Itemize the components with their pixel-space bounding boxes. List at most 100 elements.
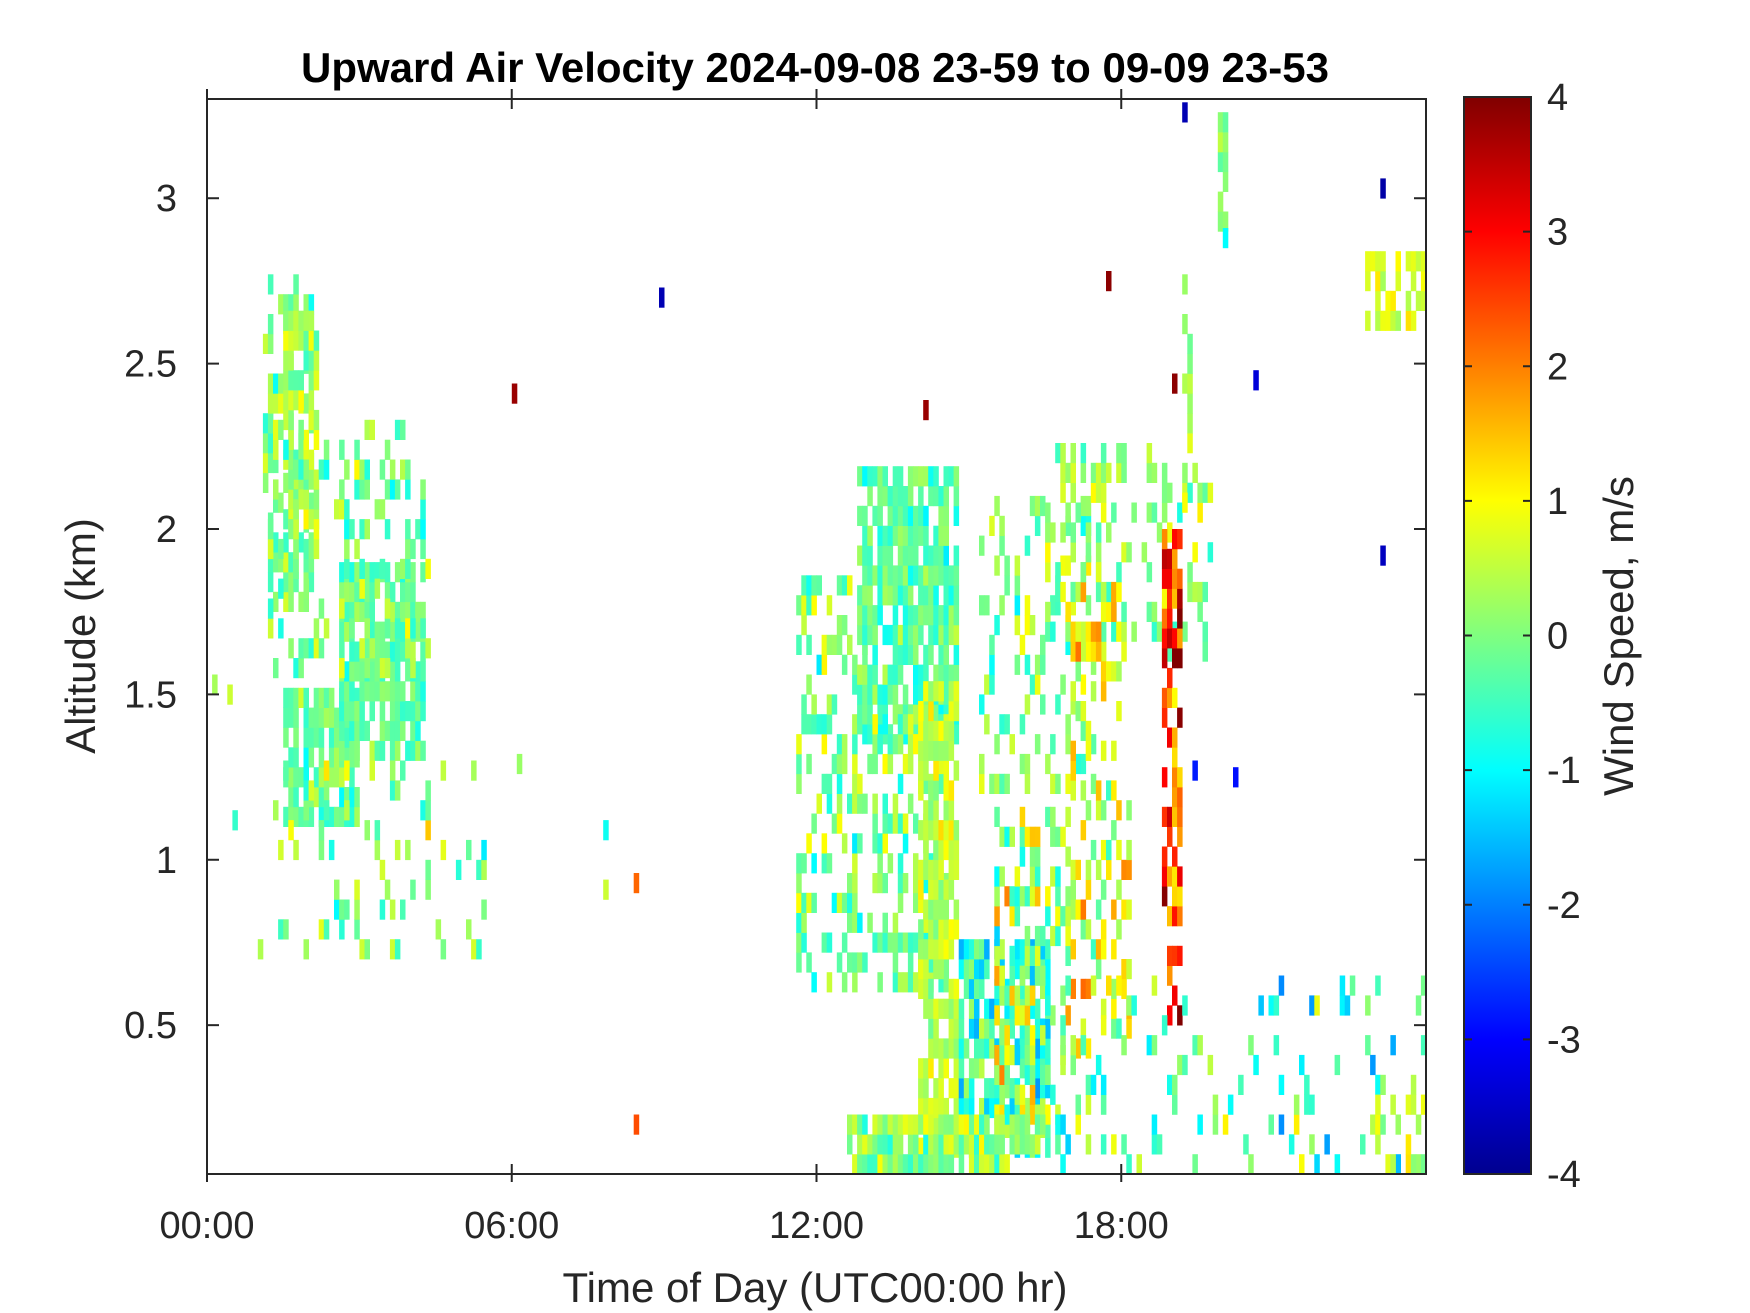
heatmap-cell	[923, 585, 929, 606]
heatmap-cell	[293, 707, 299, 728]
heatmap-cell	[420, 641, 426, 662]
heatmap-cell	[1070, 641, 1076, 662]
heatmap-cell	[364, 681, 370, 702]
heatmap-cell	[1172, 985, 1178, 1006]
heatmap-cell	[1111, 621, 1117, 642]
heatmap-cell	[902, 684, 909, 705]
heatmap-cell	[1100, 443, 1107, 464]
heatmap-cell	[1024, 1134, 1031, 1155]
heatmap-cell	[933, 800, 939, 821]
heatmap-cell	[1126, 995, 1132, 1016]
heatmap-cell	[1060, 1035, 1066, 1056]
heatmap-cell	[1055, 581, 1061, 603]
heatmap-cell	[1095, 859, 1102, 880]
heatmap-cell	[943, 545, 949, 566]
heatmap-cell	[1197, 502, 1203, 523]
heatmap-cell	[1034, 846, 1041, 867]
heatmap-point	[511, 383, 518, 404]
heatmap-cell	[1177, 608, 1183, 629]
heatmap-cell	[1273, 995, 1280, 1016]
heatmap-cell	[359, 578, 365, 599]
heatmap-cell	[968, 1078, 975, 1099]
heatmap-cell	[334, 879, 340, 900]
heatmap-cell	[877, 833, 883, 854]
heatmap-cell	[1177, 707, 1183, 728]
heatmap-cell	[1172, 648, 1178, 669]
heatmap-cell	[293, 839, 299, 861]
heatmap-cell	[273, 452, 279, 474]
heatmap-cell	[877, 545, 883, 566]
heatmap-cell	[288, 310, 294, 331]
heatmap-cell	[979, 1114, 985, 1135]
heatmap-cell	[1207, 1054, 1214, 1076]
heatmap-cell	[984, 595, 990, 616]
heatmap-cell	[1161, 866, 1168, 887]
heatmap-cell	[882, 833, 888, 854]
heatmap-cell	[933, 919, 939, 940]
heatmap-cell	[410, 658, 416, 679]
y-tick-label: 1.5	[124, 674, 177, 716]
heatmap-cell	[1116, 562, 1122, 583]
heatmap-cell	[1009, 906, 1015, 927]
heatmap-point	[212, 674, 218, 695]
heatmap-cell	[1070, 780, 1076, 801]
heatmap-cell	[892, 704, 899, 725]
heatmap-cell	[410, 641, 416, 662]
heatmap-cell	[1009, 998, 1015, 1019]
heatmap-cell	[1085, 740, 1092, 761]
heatmap-cell	[1045, 1104, 1051, 1125]
heatmap-cell	[389, 601, 396, 622]
heatmap-cell	[974, 998, 980, 1019]
heatmap-cell	[1050, 773, 1056, 794]
heatmap-cell	[811, 892, 817, 913]
heatmap-cell	[369, 638, 375, 659]
heatmap-cell	[999, 1025, 1005, 1046]
heatmap-cell	[974, 939, 980, 960]
heatmap-cell	[1116, 1018, 1122, 1039]
heatmap-cell	[913, 932, 919, 953]
heatmap-cell	[1050, 826, 1056, 847]
heatmap-cell	[369, 562, 375, 583]
heatmap-cell	[887, 1154, 894, 1175]
heatmap-cell	[405, 701, 411, 722]
heatmap-cell	[923, 605, 929, 626]
heatmap-cell	[1004, 886, 1010, 907]
heatmap-cell	[999, 535, 1005, 556]
heatmap-cell	[308, 806, 315, 827]
heatmap-cell	[948, 780, 955, 801]
heatmap-cell	[877, 684, 883, 705]
heatmap-cell	[1177, 568, 1183, 589]
heatmap-cell	[1095, 581, 1102, 603]
heatmap-cell	[369, 760, 375, 781]
heatmap-cell	[455, 859, 462, 880]
heatmap-cell	[308, 747, 315, 768]
heatmap-cell	[938, 753, 944, 775]
heatmap-cell	[902, 833, 909, 854]
heatmap-cell	[1390, 290, 1396, 311]
heatmap-cell	[1009, 734, 1015, 755]
heatmap-cell	[1126, 859, 1132, 880]
heatmap-cell	[1100, 462, 1107, 483]
heatmap-cell	[1050, 621, 1056, 642]
heatmap-cell	[283, 330, 289, 351]
heatmap-cell	[984, 714, 990, 735]
heatmap-cell	[989, 773, 995, 794]
heatmap-cell	[902, 932, 909, 953]
heatmap-cell	[963, 978, 970, 999]
heatmap-cell	[283, 409, 289, 431]
heatmap-cell	[1106, 780, 1112, 801]
heatmap-cell	[852, 833, 858, 854]
heatmap-cell	[877, 1134, 883, 1155]
heatmap-cell	[1172, 787, 1178, 808]
heatmap-cell	[918, 919, 924, 940]
heatmap-cell	[796, 734, 802, 755]
heatmap-cell	[1045, 562, 1051, 583]
heatmap-cell	[938, 1114, 944, 1135]
heatmap-cell	[1380, 1074, 1386, 1095]
heatmap-cell	[349, 740, 355, 761]
heatmap-cell	[938, 1154, 944, 1175]
heatmap-cell	[852, 892, 858, 913]
heatmap-cell	[283, 919, 289, 940]
heatmap-cell	[369, 621, 375, 642]
heatmap-cell	[283, 727, 289, 748]
